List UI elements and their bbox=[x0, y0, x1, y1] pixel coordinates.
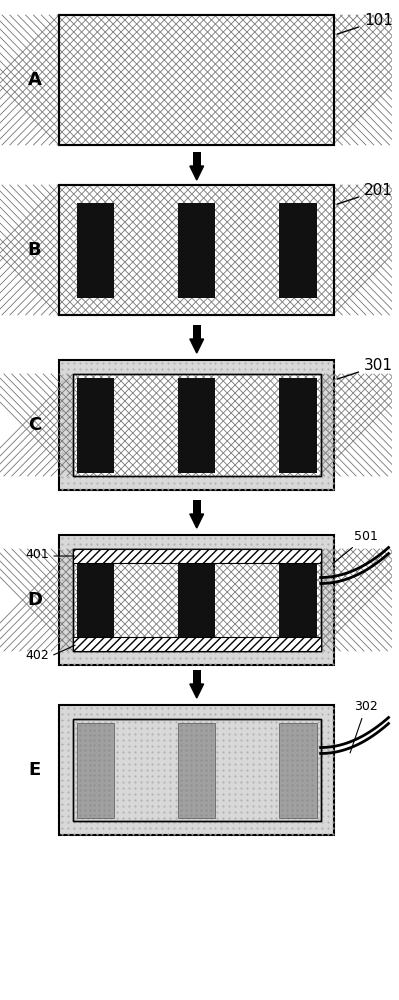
Text: 301: 301 bbox=[337, 358, 393, 379]
Bar bbox=[73, 374, 321, 476]
Bar bbox=[77, 552, 114, 648]
Polygon shape bbox=[190, 339, 203, 353]
Bar bbox=[59, 705, 334, 835]
Polygon shape bbox=[190, 166, 203, 180]
Bar bbox=[73, 637, 321, 651]
Bar bbox=[59, 535, 334, 665]
Text: B: B bbox=[28, 241, 41, 259]
Bar bbox=[279, 722, 317, 818]
Polygon shape bbox=[190, 514, 203, 528]
Bar bbox=[77, 202, 114, 298]
Bar bbox=[77, 722, 114, 818]
Bar bbox=[279, 552, 317, 648]
Text: D: D bbox=[27, 591, 42, 609]
Bar bbox=[279, 377, 317, 473]
Bar bbox=[178, 202, 215, 298]
Bar bbox=[59, 360, 334, 490]
Text: 501: 501 bbox=[333, 530, 378, 564]
Bar bbox=[193, 670, 201, 684]
Bar bbox=[73, 549, 321, 563]
Bar bbox=[193, 500, 201, 514]
Text: 101: 101 bbox=[337, 13, 393, 34]
Text: 201: 201 bbox=[337, 183, 393, 204]
Bar bbox=[178, 722, 215, 818]
Text: A: A bbox=[28, 71, 41, 89]
Bar bbox=[59, 185, 334, 315]
Text: 402: 402 bbox=[26, 649, 49, 662]
Text: 302: 302 bbox=[350, 700, 378, 753]
Bar bbox=[73, 549, 321, 651]
Polygon shape bbox=[190, 684, 203, 698]
Bar bbox=[59, 15, 334, 145]
Bar bbox=[73, 719, 321, 821]
Bar bbox=[59, 15, 334, 145]
Bar bbox=[73, 719, 321, 821]
Bar bbox=[193, 325, 201, 339]
Bar bbox=[59, 185, 334, 315]
Bar bbox=[178, 377, 215, 473]
Bar bbox=[193, 152, 201, 166]
Bar bbox=[279, 202, 317, 298]
Text: 401: 401 bbox=[26, 548, 49, 561]
Bar bbox=[77, 377, 114, 473]
Bar bbox=[73, 374, 321, 476]
Text: E: E bbox=[28, 761, 41, 779]
Bar bbox=[178, 552, 215, 648]
Bar bbox=[73, 549, 321, 651]
Text: C: C bbox=[28, 416, 41, 434]
